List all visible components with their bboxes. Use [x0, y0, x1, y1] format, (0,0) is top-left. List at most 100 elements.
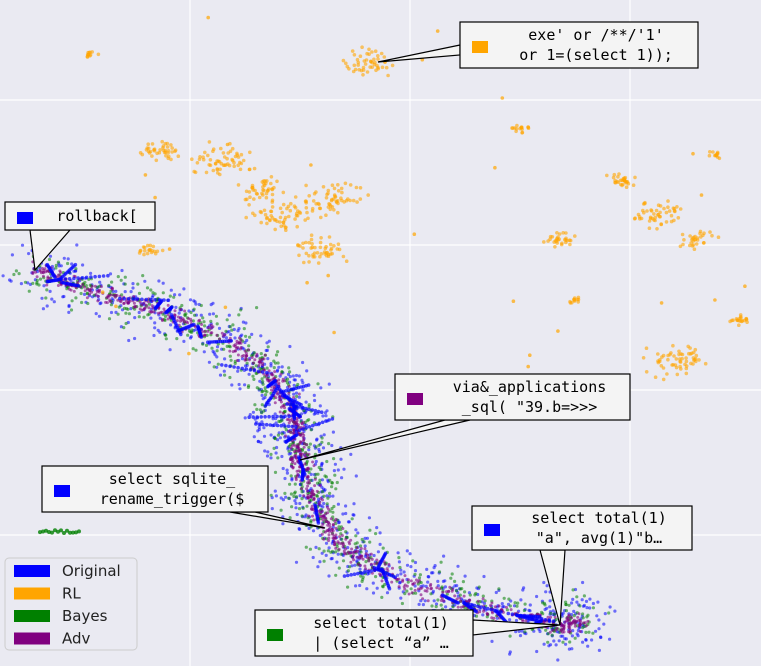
point — [45, 304, 49, 308]
point — [317, 206, 322, 211]
legend-label: RL — [62, 585, 81, 603]
point — [378, 531, 382, 535]
point — [233, 154, 238, 159]
point — [269, 181, 273, 186]
point — [273, 385, 276, 389]
point — [160, 139, 164, 144]
point — [224, 363, 228, 368]
point — [327, 539, 330, 543]
point — [37, 283, 41, 287]
point — [114, 289, 118, 293]
point — [673, 209, 677, 214]
point — [594, 629, 598, 633]
point — [148, 310, 152, 314]
point — [264, 348, 268, 353]
point — [320, 551, 324, 555]
point — [215, 365, 219, 369]
point — [327, 418, 331, 422]
point — [72, 276, 76, 281]
point — [684, 359, 689, 364]
point — [548, 599, 552, 603]
point — [564, 238, 568, 242]
point — [543, 618, 548, 622]
point — [460, 587, 464, 591]
point — [335, 247, 340, 251]
point — [228, 375, 232, 380]
point — [218, 337, 222, 341]
point — [526, 364, 530, 369]
point — [297, 428, 302, 433]
point — [169, 157, 173, 162]
point — [667, 209, 672, 213]
point — [292, 392, 296, 396]
annotation-box — [471, 505, 693, 551]
point — [268, 218, 272, 223]
point — [54, 266, 58, 270]
point — [179, 308, 183, 311]
point — [676, 216, 681, 220]
point — [278, 206, 283, 211]
point — [99, 301, 103, 305]
point — [352, 502, 356, 506]
point — [669, 213, 674, 218]
point — [301, 246, 305, 250]
point — [66, 261, 70, 266]
point — [175, 319, 179, 323]
point — [292, 395, 296, 399]
point — [248, 335, 252, 339]
point — [278, 215, 283, 220]
point — [233, 336, 237, 340]
point — [396, 573, 400, 577]
point — [546, 615, 550, 619]
point — [563, 637, 567, 641]
point — [331, 523, 335, 527]
point — [122, 302, 126, 305]
point — [126, 301, 130, 305]
point — [414, 591, 418, 595]
point — [247, 384, 251, 388]
point — [562, 630, 566, 634]
point — [211, 147, 216, 151]
point — [297, 395, 301, 399]
point — [313, 398, 317, 403]
point — [142, 245, 147, 250]
point — [152, 333, 156, 338]
point — [199, 313, 203, 317]
point — [314, 545, 318, 550]
point — [299, 440, 302, 444]
point — [361, 575, 365, 579]
point — [334, 550, 338, 554]
point — [263, 404, 268, 408]
point — [318, 245, 323, 250]
point — [247, 344, 251, 348]
point — [333, 473, 337, 477]
point — [384, 65, 389, 70]
point — [284, 228, 288, 232]
point — [190, 328, 194, 332]
annotation-text: exe' or /**/'1' — [528, 26, 663, 44]
point — [361, 73, 365, 77]
point — [215, 349, 219, 353]
point — [186, 333, 190, 337]
point — [261, 422, 265, 427]
point — [351, 551, 355, 555]
point — [455, 584, 459, 588]
point — [591, 606, 596, 610]
point — [236, 163, 240, 168]
point — [728, 319, 732, 324]
point — [363, 544, 367, 548]
point — [215, 168, 220, 172]
point — [297, 469, 301, 473]
point — [355, 546, 359, 550]
point — [147, 302, 151, 306]
point — [342, 467, 346, 471]
point — [555, 237, 559, 242]
point — [350, 49, 355, 53]
point — [173, 309, 177, 313]
point — [401, 578, 405, 582]
point — [716, 235, 721, 239]
point — [573, 622, 577, 626]
point — [360, 579, 364, 584]
point — [309, 233, 314, 237]
point — [282, 223, 286, 228]
